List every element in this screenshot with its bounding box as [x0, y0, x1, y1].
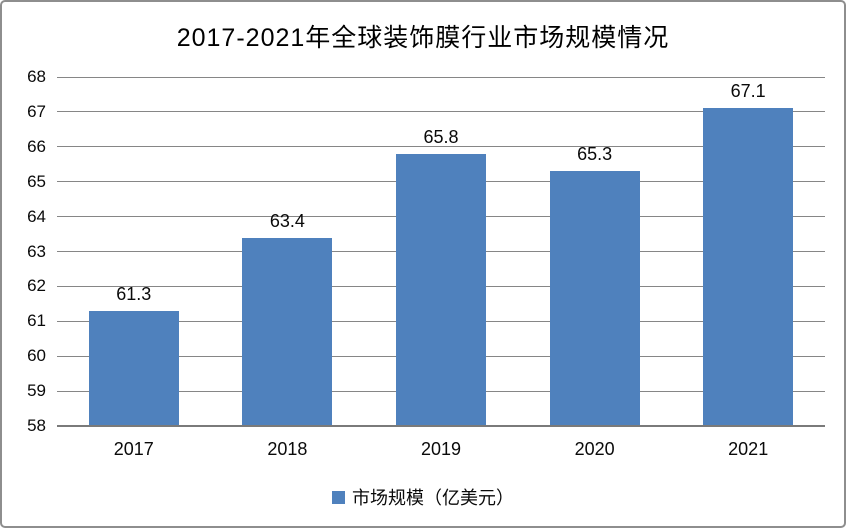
y-tick-label: 59	[27, 381, 46, 401]
value-label-2017: 61.3	[116, 283, 152, 304]
bar-2018	[242, 237, 333, 426]
y-tick-label: 65	[27, 171, 46, 191]
y-gridline	[57, 146, 825, 148]
y-tick-label: 67	[27, 101, 46, 121]
bar-2020	[549, 171, 640, 426]
value-label-2018: 63.4	[269, 210, 305, 231]
y-tick-label: 62	[27, 276, 46, 296]
y-gridline	[57, 76, 825, 78]
x-tick-label: 2018	[267, 439, 308, 459]
y-tick-label: 61	[27, 311, 46, 331]
x-axis-line	[57, 425, 825, 427]
bar-2019	[396, 153, 486, 426]
y-tick-label: 68	[27, 67, 46, 86]
y-tick-label: 66	[27, 136, 46, 156]
y-tick-label: 60	[27, 346, 46, 366]
bar-2021	[703, 108, 794, 426]
y-gridline	[57, 111, 825, 113]
legend-swatch-icon	[332, 490, 345, 504]
value-label-2019: 65.8	[423, 126, 459, 147]
legend-label: 市场规模（亿美元）	[352, 488, 514, 508]
x-tick-label: 2021	[728, 439, 769, 459]
x-tick-label: 2020	[574, 439, 615, 459]
value-label-2020: 65.3	[577, 144, 613, 165]
x-tick-label: 2017	[113, 439, 154, 459]
y-tick-label: 64	[27, 206, 46, 226]
legend: 市场规模（亿美元）	[2, 484, 844, 510]
chart-title: 2017-2021年全球装饰膜行业市场规模情况	[176, 24, 670, 52]
bar-2017	[88, 310, 179, 426]
x-tick-label: 2019	[420, 439, 462, 459]
y-tick-label: 58	[27, 416, 46, 435]
y-tick-label: 63	[27, 241, 46, 261]
value-label-2021: 67.1	[730, 81, 766, 102]
